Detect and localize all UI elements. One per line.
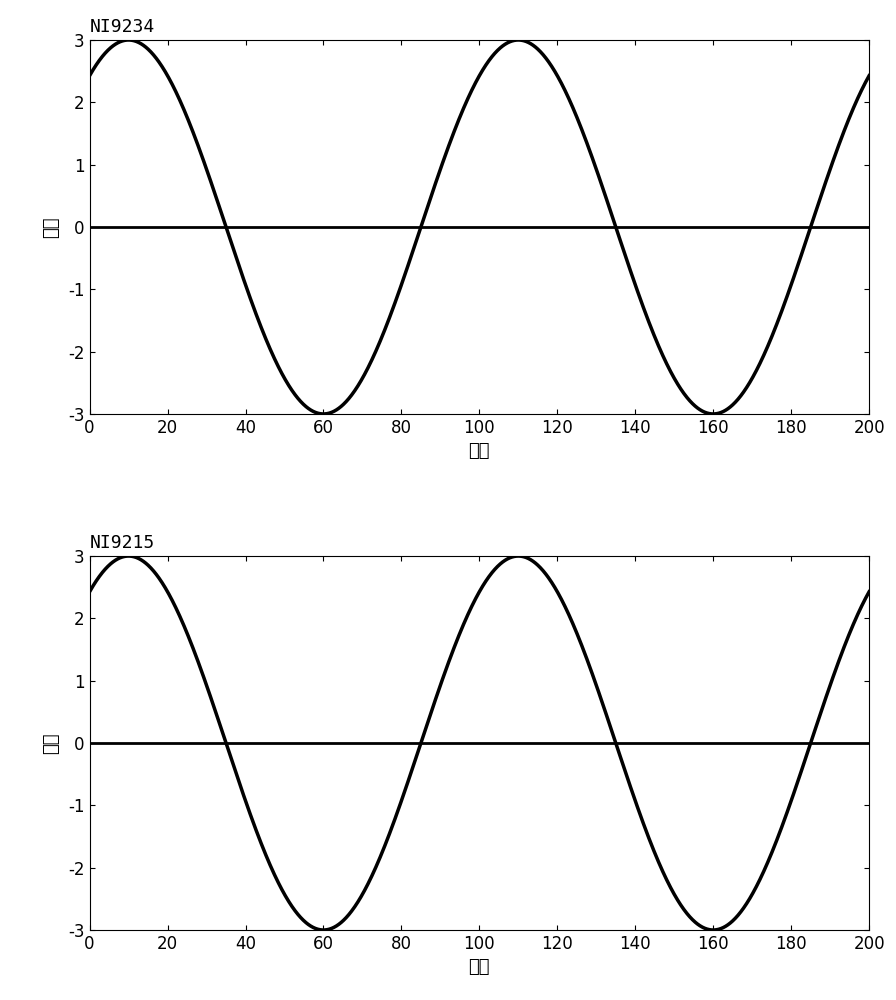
X-axis label: 时间: 时间	[469, 958, 490, 976]
Text: NI9234: NI9234	[90, 18, 155, 36]
Y-axis label: 振幅: 振幅	[42, 216, 60, 238]
X-axis label: 时间: 时间	[469, 442, 490, 460]
Y-axis label: 振幅: 振幅	[42, 732, 60, 754]
Text: NI9215: NI9215	[90, 534, 155, 552]
